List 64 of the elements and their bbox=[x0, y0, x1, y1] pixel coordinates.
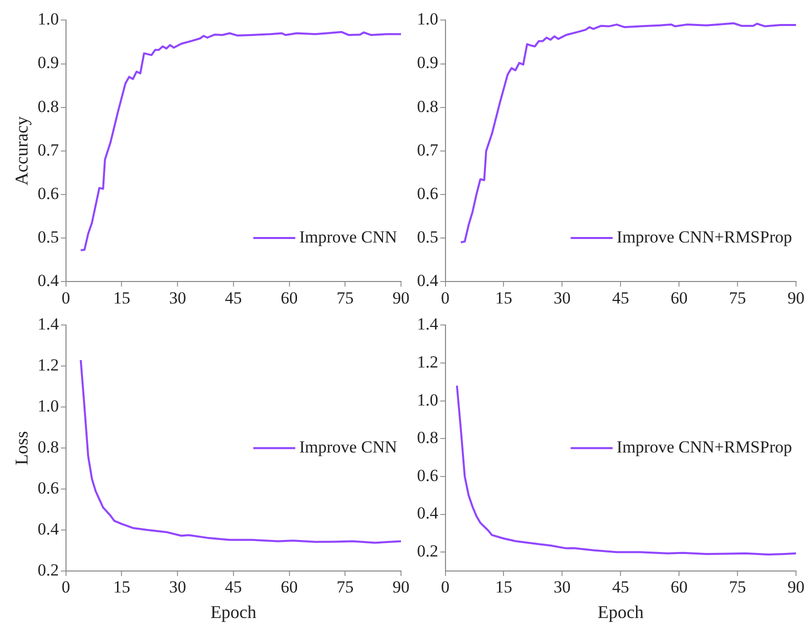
x-tick-label: 0 bbox=[441, 578, 450, 597]
legend-label: Improve CNN bbox=[299, 438, 397, 457]
x-tick-label: 15 bbox=[495, 288, 512, 308]
y-tick-label: 0.5 bbox=[38, 228, 59, 246]
y-tick-label: 0.4 bbox=[417, 271, 439, 290]
x-tick-label: 0 bbox=[441, 288, 450, 308]
y-tick-label: 1.0 bbox=[417, 390, 438, 410]
y-tick-label: 0.8 bbox=[38, 438, 59, 457]
x-tick-label: 60 bbox=[280, 578, 298, 597]
y-tick-label: 1.2 bbox=[38, 356, 59, 375]
x-tick-label: 15 bbox=[495, 578, 512, 597]
x-tick-label: 75 bbox=[336, 578, 354, 597]
y-tick-label: 0.7 bbox=[417, 140, 439, 160]
y-tick-label: 0.6 bbox=[38, 478, 59, 498]
y-tick-label: 0.4 bbox=[38, 271, 60, 290]
y-tick-label: 0.8 bbox=[417, 428, 438, 448]
y-tick-label: 0.5 bbox=[417, 228, 438, 246]
x-tick-label: 90 bbox=[788, 578, 804, 597]
x-tick-label: 0 bbox=[62, 578, 70, 597]
x-axis-title: Epoch bbox=[598, 602, 644, 622]
x-axis-title: Epoch bbox=[210, 602, 256, 622]
x-tick-label: 45 bbox=[224, 288, 242, 308]
x-tick-label: 0 bbox=[62, 288, 70, 308]
x-tick-label: 30 bbox=[169, 578, 186, 597]
y-tick-label: 1.2 bbox=[417, 352, 438, 372]
y-tick-label: 1.4 bbox=[417, 314, 439, 334]
y-axis-title: Accuracy bbox=[12, 116, 32, 186]
y-tick-label: 0.7 bbox=[38, 140, 60, 160]
y-tick-label: 0.9 bbox=[38, 53, 59, 72]
y-tick-label: 0.4 bbox=[38, 520, 60, 538]
y-tick-label: 0.8 bbox=[417, 96, 438, 116]
y-tick-label: 0.6 bbox=[38, 184, 59, 203]
x-tick-label: 75 bbox=[336, 288, 354, 308]
x-tick-label: 15 bbox=[113, 288, 130, 308]
x-tick-label: 60 bbox=[280, 288, 298, 308]
y-tick-label: 0.8 bbox=[38, 96, 59, 116]
x-tick-label: 60 bbox=[670, 288, 688, 308]
x-tick-label: 45 bbox=[612, 578, 630, 597]
x-tick-label: 45 bbox=[224, 578, 242, 597]
y-axis-title: Loss bbox=[12, 431, 32, 466]
legend-label: Improve CNN+RMSProp bbox=[616, 438, 792, 457]
x-tick-label: 90 bbox=[392, 578, 410, 597]
x-tick-label: 45 bbox=[612, 288, 630, 308]
x-tick-label: 30 bbox=[554, 578, 571, 597]
x-tick-label: 75 bbox=[729, 578, 746, 597]
y-tick-label: 1.0 bbox=[38, 396, 59, 416]
y-tick-label: 0.6 bbox=[417, 466, 438, 485]
legend-label: Improve CNN bbox=[299, 228, 397, 246]
y-tick-label: 1.0 bbox=[417, 10, 438, 29]
x-tick-label: 60 bbox=[670, 578, 688, 597]
x-tick-label: 30 bbox=[169, 288, 186, 308]
y-tick-label: 0.2 bbox=[38, 560, 59, 580]
y-tick-label: 0.2 bbox=[417, 542, 438, 561]
x-tick-label: 15 bbox=[113, 578, 130, 597]
legend-label: Improve CNN+RMSProp bbox=[616, 228, 792, 246]
y-tick-label: 0.6 bbox=[417, 184, 438, 203]
x-tick-label: 90 bbox=[788, 288, 804, 308]
x-tick-label: 75 bbox=[729, 288, 746, 308]
y-tick-label: 0.9 bbox=[417, 53, 438, 72]
x-tick-label: 30 bbox=[554, 288, 571, 308]
y-tick-label: 1.4 bbox=[38, 314, 60, 334]
y-tick-label: 1.0 bbox=[38, 10, 59, 29]
y-tick-label: 0.4 bbox=[417, 504, 439, 523]
x-tick-label: 90 bbox=[392, 288, 410, 308]
